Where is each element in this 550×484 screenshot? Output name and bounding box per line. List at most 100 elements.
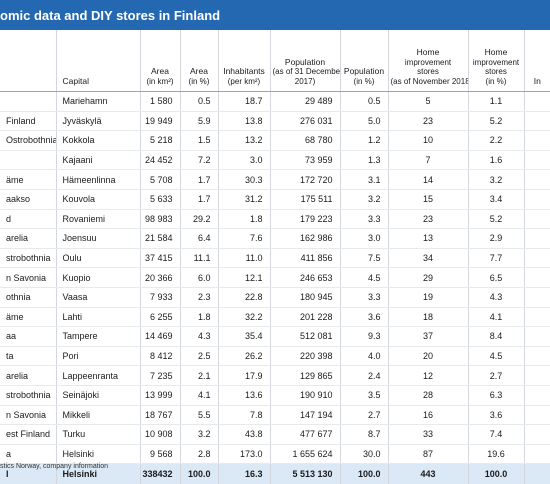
cell-text: 98 983 [144,213,173,224]
cell-text: 1 580 [149,96,173,107]
table-cell: 16 [387,405,468,426]
table-cell: Mikkeli [55,405,140,426]
table-cell: 5 [387,91,468,112]
table-cell: 147 194 [269,405,340,426]
cell-text: 100.0 [187,469,211,480]
cell-text: 5.9 [197,115,211,126]
table-cell [523,189,550,210]
table-cell: 14 [387,169,468,190]
title: omic data and DIY stores in Finland [0,8,221,23]
table-row: aakso Kouvola 5 633 1.7 31.2 175 511 3.2 15 3.4 [0,189,550,210]
cell-text: ta [6,351,14,362]
cell-text: 6.3 [489,390,503,401]
cell-text: 30.0 [362,448,381,459]
cell-text: n Savonia [6,272,47,283]
table-cell: 2.5 [179,346,218,367]
cell-text: 162 986 [299,233,333,244]
table-cell: 17.9 [217,365,270,386]
region-cell: Ostrobothnia [0,130,56,151]
cell-text: 0.5 [367,96,381,107]
table-cell: 4.5 [339,267,388,288]
cell-text: 24 452 [144,155,173,166]
cell-text: 411 856 [300,253,333,264]
region-cell: arelia [0,365,56,386]
table-cell: 13 [387,228,468,249]
table-cell: Lahti [55,307,140,328]
cell-text: d [6,213,12,224]
cell-text: 31.2 [244,194,263,205]
cell-text: 6.5 [489,272,503,283]
table-row: äme Lahti 6 255 1.8 32.2 201 228 3.6 18 4.1 [0,307,550,328]
table-cell: 26.2 [217,346,270,367]
table-cell: 2.7 [339,405,388,426]
table-cell [523,169,550,190]
cell-text: 7 933 [149,292,173,303]
data-table: Capital Area (in km²) Area (in %) Inhabitants… [0,30,550,484]
table-cell [523,91,550,112]
table-cell: Kokkola [55,130,140,151]
table-cell: 2.8 [179,444,218,465]
table-cell [523,209,550,230]
table-row: Mariehamn 1 580 0.5 18.7 29 489 0.5 5 1.1 [0,91,550,112]
header-cell: Area (in km²) [139,30,180,92]
cell-text: Finland [6,115,36,126]
table-cell: 98 983 [139,209,180,230]
table-row: aa Tampere 14 469 4.3 35.4 512 081 9.3 37 8.4 [0,326,550,347]
cell-text: 512 081 [299,331,333,342]
cell-text: 11.1 [193,253,211,264]
cell-text: 3.2 [489,174,503,185]
table-cell: 7.7 [467,248,524,269]
header-row: Capital Area (in km²) Area (in %) Inhabitants… [0,30,550,92]
cell-text: 29.2 [192,213,211,224]
cell-text: 129 865 [299,370,333,381]
table-cell: 5.2 [467,209,524,230]
table-cell: 7.8 [217,405,270,426]
cell-text: 11.0 [245,253,263,264]
cell-text: 0.5 [197,96,211,107]
cell-text: 443 [420,469,436,480]
table-cell: 477 677 [269,424,340,445]
table-cell: 100.0 [339,463,388,484]
region-cell: othnia [0,287,56,308]
region-cell [0,91,56,112]
table-row: Kajaani 24 452 7.2 3.0 73 959 1.3 7 1.6 [0,150,550,171]
cell-text: 13.8 [244,115,263,126]
cell-text: 16 [422,409,433,420]
cell-text: 22.8 [244,292,263,303]
cell-text: 100.0 [357,469,381,480]
cell-text: 2.9 [489,233,503,244]
cell-text: aakso [6,194,31,205]
cell-text: 20 366 [144,272,173,283]
table-cell: 10 [387,130,468,151]
header-text: improvement [404,57,452,67]
header-text: 2017) [294,76,316,86]
cell-text: 477 677 [299,429,333,440]
table-cell: 3.0 [339,228,388,249]
cell-text: aa [6,331,17,342]
cell-text: 172 720 [299,174,333,185]
table-cell: 13 999 [139,385,180,406]
table-row: strobothnia Oulu 37 415 11.1 11.0 411 856 7.5 3… [0,248,550,269]
cell-text: 1.7 [197,174,211,185]
table-cell: 23 [387,111,468,132]
table-cell: Rovaniemi [55,209,140,230]
cell-text: 4.5 [489,351,503,362]
cell-text: 1.2 [367,135,381,146]
cell-text: 13 [422,233,433,244]
cell-text: 3.3 [367,292,381,303]
cell-text: 13.6 [244,390,263,401]
cell-text: strobothnia [6,253,51,264]
cell-text: 26.2 [244,351,263,362]
table-cell: 129 865 [269,365,340,386]
table-cell: 28 [387,385,468,406]
header-cell: Home improvement stores (in %) [467,30,524,92]
table-cell: 20 366 [139,267,180,288]
cell-text: 13 999 [144,390,173,401]
cell-text: 19 [422,292,433,303]
table-cell: 16.3 [217,463,270,484]
header-cell: Capital [55,30,140,92]
cell-text: 7 235 [149,370,173,381]
cell-text: arelia [6,370,29,381]
table-row: strobothnia Seinäjoki 13 999 4.1 13.6 190 910… [0,385,550,406]
cell-text: Hämeenlinna [62,174,116,185]
